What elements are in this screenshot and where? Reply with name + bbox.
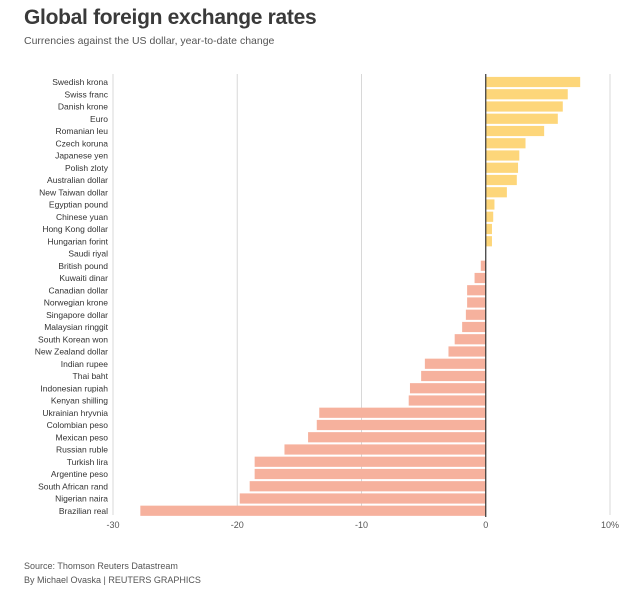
category-label: Euro <box>90 114 108 124</box>
bar <box>485 199 495 210</box>
category-label: Danish krone <box>58 102 108 112</box>
bar <box>421 370 486 382</box>
category-label: Kuwaiti dinar <box>59 273 108 283</box>
category-label: Kenyan shilling <box>51 396 108 406</box>
category-label: Egyptian pound <box>49 200 108 210</box>
bar <box>485 174 517 186</box>
category-label: Polish zloty <box>65 163 109 173</box>
bar <box>448 346 486 357</box>
bar <box>485 125 545 137</box>
bar <box>485 113 558 124</box>
bar <box>284 444 486 455</box>
bar <box>485 211 494 222</box>
source-note: Source: Thomson Reuters Datastream <box>24 561 178 571</box>
category-label: Nigerian naira <box>55 494 108 504</box>
x-tick-label: 0 <box>483 520 488 530</box>
bar <box>319 407 486 418</box>
bar <box>465 309 486 320</box>
category-label: Ukrainian hryvnia <box>42 408 108 418</box>
bar <box>485 187 507 198</box>
bar <box>485 162 519 173</box>
chart-subtitle: Currencies against the US dollar, year-t… <box>24 35 275 47</box>
bar <box>485 236 492 247</box>
bar <box>409 383 486 394</box>
x-axis-ticks: -30 -20 -10 0 10% <box>106 74 619 530</box>
category-label: Chinese yuan <box>56 212 108 222</box>
bar <box>424 358 486 369</box>
category-label: Singapore dollar <box>46 310 108 320</box>
bar <box>408 395 486 406</box>
bars <box>140 76 581 516</box>
category-label: Canadian dollar <box>48 285 108 295</box>
bar <box>140 505 486 516</box>
chart-title: Global foreign exchange rates <box>24 6 317 29</box>
category-label: New Zealand dollar <box>35 347 108 357</box>
bar <box>467 297 486 308</box>
byline: By Michael Ovaska | REUTERS GRAPHICS <box>24 575 201 585</box>
bar <box>485 223 492 235</box>
category-label: Argentine peso <box>51 469 108 479</box>
bar <box>467 285 486 296</box>
category-label: Indonesian rupiah <box>40 383 108 393</box>
category-label: Indian rupee <box>61 359 109 369</box>
category-label: Hungarian forint <box>48 236 109 246</box>
category-labels: Swedish krona Swiss franc Danish krone Euro… <box>35 77 109 516</box>
bar <box>474 272 486 284</box>
category-label: Malaysian ringgit <box>44 322 108 332</box>
bar <box>485 138 526 149</box>
bar <box>249 481 486 492</box>
category-label: New Taiwan dollar <box>39 187 108 197</box>
category-label: Thai baht <box>73 371 109 381</box>
bar <box>254 468 486 480</box>
bar <box>485 150 520 161</box>
bar <box>308 432 486 443</box>
bar <box>485 101 563 112</box>
bar <box>316 419 486 431</box>
bar <box>462 321 486 333</box>
category-label: Norwegian krone <box>44 298 109 308</box>
x-tick-label: -20 <box>231 520 244 530</box>
category-label: Japanese yen <box>55 151 108 161</box>
category-label: Saudi riyal <box>68 249 108 259</box>
category-label: Brazilian real <box>59 506 108 516</box>
category-label: South Korean won <box>38 334 108 344</box>
category-label: Australian dollar <box>47 175 108 185</box>
category-label: Hong Kong dollar <box>42 224 108 234</box>
bar <box>485 76 581 88</box>
category-label: Czech koruna <box>56 138 109 148</box>
category-label: Romanian leu <box>56 126 109 136</box>
bar <box>480 260 486 271</box>
x-tick-label: 10% <box>601 520 619 530</box>
category-label: Colombian peso <box>47 420 109 430</box>
category-label: Mexican peso <box>56 432 109 442</box>
x-tick-label: -30 <box>106 520 119 530</box>
category-label: Swiss franc <box>65 89 109 99</box>
x-tick-label: -10 <box>355 520 368 530</box>
bar <box>454 334 486 345</box>
category-label: Turkish lira <box>67 457 109 467</box>
category-label: Swedish krona <box>52 77 108 87</box>
category-label: British pound <box>58 261 108 271</box>
bar-chart: Swedish krona Swiss franc Danish krone Euro… <box>35 74 619 530</box>
bar <box>239 493 486 504</box>
bar <box>485 89 568 100</box>
bar <box>254 456 486 467</box>
category-label: Russian ruble <box>56 445 108 455</box>
category-label: South African rand <box>38 481 108 491</box>
